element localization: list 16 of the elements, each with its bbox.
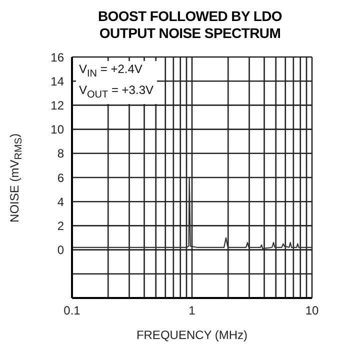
y-tick-label: 8 xyxy=(57,146,64,161)
y-tick-label: 16 xyxy=(50,50,64,64)
x-tick-label: 1 xyxy=(188,304,196,318)
chart-title: BOOST FOLLOWED BY LDO OUTPUT NOISE SPECTRUM xyxy=(97,8,283,42)
y-tick-label: 0 xyxy=(57,243,64,258)
y-tick-label: 2 xyxy=(57,218,64,233)
annotation: V$_{OUT}$ = +3.3V xyxy=(79,82,154,103)
annotation: V$_{IN}$ = +2.4V xyxy=(79,61,144,82)
y-tick-label: 14 xyxy=(50,74,64,88)
x-tick-label: 0.1 xyxy=(64,304,81,318)
x-axis-title: FREQUENCY (MHz) xyxy=(135,328,249,342)
y-tick-label: 10 xyxy=(50,122,64,137)
x-tick-label: 10 xyxy=(305,304,319,318)
y-tick-label: 6 xyxy=(57,170,64,185)
y-tick-label: 4 xyxy=(57,194,64,209)
y-tick-label: 12 xyxy=(50,98,64,112)
